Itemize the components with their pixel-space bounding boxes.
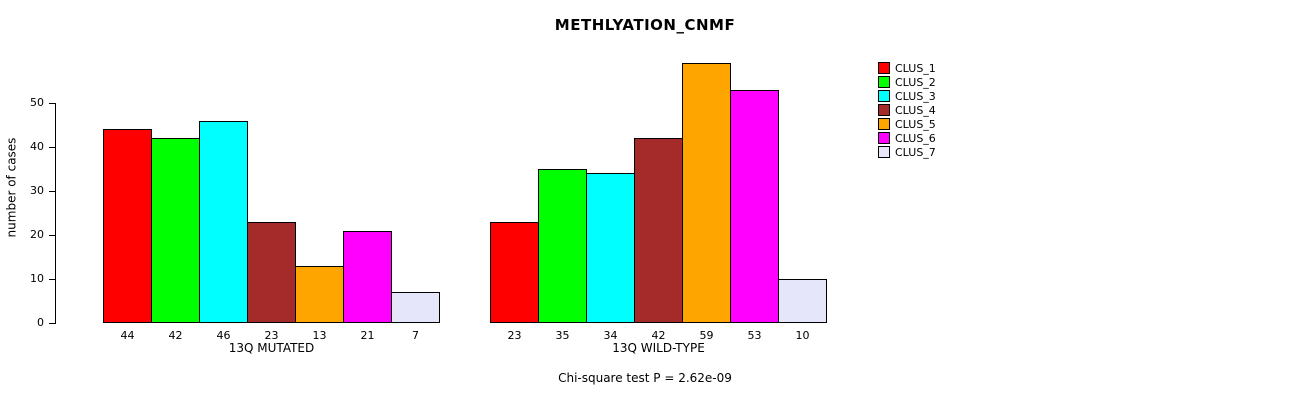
x-axis-group-label-mutated: 13Q MUTATED	[228, 341, 315, 355]
chart-title: METHLYATION_CNMF	[554, 16, 736, 34]
bar-value-label: 23	[264, 329, 279, 342]
bar-column: 59	[682, 63, 731, 342]
bar-clus_5	[295, 266, 344, 323]
bars-13q-mutated: 44 42 46 23 13 21 7	[103, 59, 440, 342]
legend-label: CLUS_7	[895, 145, 936, 159]
y-tick-label: 20	[30, 228, 44, 241]
bars-13q-wild-type: 23 35 34 42 59 53 10	[490, 59, 827, 342]
bar-value-label: 13	[312, 329, 327, 342]
bar-clus_2	[151, 138, 200, 323]
y-tick-mark	[49, 103, 55, 104]
x-axis-group-label-wild-type: 13Q WILD-TYPE	[612, 341, 705, 355]
legend-label: CLUS_2	[895, 75, 936, 89]
chi-square-footer: Chi-square test P = 2.62e-09	[558, 371, 732, 385]
bar-value-label: 42	[651, 329, 666, 342]
legend-swatch	[878, 104, 890, 116]
bar-clus_1	[103, 129, 152, 323]
y-tick-mark	[49, 191, 55, 192]
bar-column: 44	[103, 129, 152, 342]
legend-item-clus_3: CLUS_3	[878, 89, 936, 103]
bar-value-label: 46	[216, 329, 231, 342]
bar-clus_4	[634, 138, 683, 323]
legend-label: CLUS_1	[895, 61, 936, 75]
legend-swatch	[878, 118, 890, 130]
bar-clus_7	[391, 292, 440, 323]
bar-value-label: 10	[795, 329, 810, 342]
bar-value-label: 7	[412, 329, 419, 342]
bar-value-label: 35	[555, 329, 570, 342]
bar-clus_5	[682, 63, 731, 323]
bar-value-label: 34	[603, 329, 618, 342]
y-tick-label: 40	[30, 140, 44, 153]
bar-clus_6	[730, 90, 779, 323]
bar-column: 53	[730, 90, 779, 342]
bar-clus_4	[247, 222, 296, 323]
bar-value-label: 53	[747, 329, 762, 342]
bar-column: 23	[490, 222, 539, 342]
legend-item-clus_1: CLUS_1	[878, 61, 936, 75]
bar-clus_7	[778, 279, 827, 323]
bar-value-label: 21	[360, 329, 375, 342]
bar-clus_6	[343, 231, 392, 323]
legend-item-clus_7: CLUS_7	[878, 145, 936, 159]
legend-item-clus_2: CLUS_2	[878, 75, 936, 89]
bar-clus_3	[199, 121, 248, 323]
bar-value-label: 23	[507, 329, 522, 342]
bar-column: 46	[199, 121, 248, 342]
bar-clus_3	[586, 173, 635, 323]
legend-swatch	[878, 76, 890, 88]
legend-swatch	[878, 90, 890, 102]
bar-value-label: 44	[120, 329, 135, 342]
bar-column: 42	[151, 138, 200, 342]
bar-clus_2	[538, 169, 587, 323]
bar-group-13q-wild-type: 23 35 34 42 59 53 10 13Q WILD-TYPE	[490, 59, 827, 355]
bar-column: 23	[247, 222, 296, 342]
bar-column: 13	[295, 266, 344, 342]
bar-value-label: 59	[699, 329, 714, 342]
legend-label: CLUS_3	[895, 89, 936, 103]
y-tick-mark	[49, 147, 55, 148]
bar-clus_1	[490, 222, 539, 323]
y-axis-line	[55, 103, 56, 324]
legend-item-clus_4: CLUS_4	[878, 103, 936, 117]
bar-value-label: 42	[168, 329, 183, 342]
y-tick-label: 50	[30, 96, 44, 109]
y-tick-label: 30	[30, 184, 44, 197]
legend-label: CLUS_5	[895, 117, 936, 131]
y-tick-mark	[49, 279, 55, 280]
legend-item-clus_5: CLUS_5	[878, 117, 936, 131]
y-tick-label: 10	[30, 272, 44, 285]
bar-column: 7	[391, 292, 440, 342]
legend-swatch	[878, 146, 890, 158]
bar-column: 42	[634, 138, 683, 342]
bar-column: 10	[778, 279, 827, 342]
legend-label: CLUS_4	[895, 103, 936, 117]
legend-swatch	[878, 62, 890, 74]
bar-column: 35	[538, 169, 587, 342]
y-tick-label: 0	[37, 316, 44, 329]
y-tick-mark	[49, 323, 55, 324]
y-tick-mark	[49, 235, 55, 236]
bar-column: 34	[586, 173, 635, 342]
bar-group-13q-mutated: 44 42 46 23 13 21 7 13Q MUTATED	[103, 59, 440, 355]
legend-swatch	[878, 132, 890, 144]
bar-column: 21	[343, 231, 392, 342]
legend-label: CLUS_6	[895, 131, 936, 145]
legend: CLUS_1 CLUS_2 CLUS_3 CLUS_4 CLUS_5 CLUS_6 CLUS…	[878, 61, 936, 159]
legend-item-clus_6: CLUS_6	[878, 131, 936, 145]
